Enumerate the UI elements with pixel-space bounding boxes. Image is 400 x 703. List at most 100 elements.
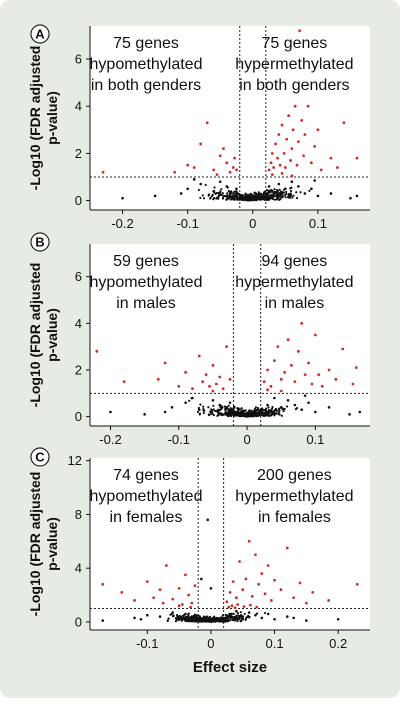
data-point: [289, 187, 292, 190]
data-point: [229, 192, 233, 195]
data-point: [196, 410, 200, 414]
data-point-significant: [267, 168, 271, 172]
data-point-significant: [101, 170, 105, 174]
data-point: [257, 191, 261, 194]
x-tick-label: 0: [243, 432, 250, 447]
data-point: [254, 406, 258, 409]
data-point: [289, 189, 293, 193]
data-point-significant: [228, 170, 232, 174]
data-point-not-significant: [235, 609, 238, 613]
data-point: [220, 188, 223, 191]
data-point: [167, 617, 170, 620]
data-point: [206, 619, 209, 622]
data-point: [174, 617, 177, 620]
data-point-significant: [187, 593, 191, 597]
data-point-significant: [156, 377, 160, 381]
annotation-text: in males: [116, 295, 176, 312]
data-point: [242, 618, 245, 621]
data-point: [220, 413, 223, 417]
data-point-not-significant: [279, 406, 283, 409]
annotation-text: 74 genes: [113, 467, 179, 484]
data-point-significant: [233, 606, 237, 610]
data-point: [237, 411, 241, 414]
data-point-significant: [257, 582, 261, 586]
data-point-significant: [311, 590, 315, 594]
data-point-significant: [313, 144, 317, 148]
data-point: [259, 413, 262, 417]
data-point-not-significant: [303, 394, 307, 397]
data-point: [197, 188, 200, 192]
data-point: [265, 192, 268, 195]
data-point-not-significant: [358, 410, 362, 414]
data-point: [244, 618, 247, 621]
y-tick-label: 4: [75, 561, 82, 576]
data-point: [280, 414, 283, 417]
data-point: [289, 193, 292, 196]
data-point: [218, 617, 221, 620]
data-point-not-significant: [203, 619, 206, 622]
data-point: [199, 196, 202, 199]
data-point-not-significant: [211, 399, 215, 402]
data-point-significant: [233, 156, 236, 160]
data-point: [232, 196, 235, 199]
data-point-significant: [354, 366, 358, 370]
data-point: [217, 410, 220, 413]
data-point-significant: [164, 564, 168, 567]
data-point: [208, 615, 212, 618]
data-point: [231, 618, 234, 621]
data-point: [220, 407, 223, 411]
y-tick-label: 4: [75, 316, 82, 331]
data-point-significant: [293, 380, 297, 384]
data-point: [209, 196, 212, 199]
plot-area: [90, 26, 370, 210]
data-point: [263, 412, 266, 415]
data-point: [187, 619, 191, 622]
y-axis-label: -Log10 (FDR adjustedp-value): [27, 472, 60, 617]
data-point-not-significant: [264, 194, 268, 198]
data-point: [235, 617, 238, 620]
data-point-significant: [266, 564, 270, 567]
data-point-significant: [269, 161, 273, 165]
data-point: [242, 412, 245, 415]
panel-label-circle: [30, 24, 50, 44]
data-point-significant: [286, 338, 290, 342]
data-point: [237, 409, 240, 412]
data-point-not-significant: [192, 178, 196, 181]
data-point-significant: [221, 387, 225, 391]
data-point: [207, 617, 211, 620]
data-point-significant: [208, 384, 211, 388]
data-point: [233, 414, 237, 417]
data-point: [203, 409, 206, 412]
annotation-text: 75 genes: [113, 35, 179, 52]
data-point: [210, 412, 213, 416]
data-point-significant: [285, 546, 289, 550]
data-point-not-significant: [179, 192, 183, 195]
data-point: [271, 410, 274, 413]
data-point: [227, 190, 230, 193]
data-point-not-significant: [259, 408, 263, 411]
data-point-not-significant: [218, 180, 222, 183]
data-point-significant: [300, 321, 304, 325]
data-point-significant: [218, 154, 222, 158]
data-point-significant: [263, 592, 267, 596]
data-point: [262, 198, 265, 201]
data-point-not-significant: [184, 612, 187, 616]
data-point: [245, 412, 248, 415]
data-point: [224, 194, 227, 198]
data-point-significant: [192, 166, 196, 169]
data-point: [276, 195, 279, 198]
data-point: [212, 408, 215, 411]
data-point: [294, 408, 298, 411]
data-point-significant: [342, 121, 346, 125]
data-point: [273, 188, 276, 191]
data-point-significant: [303, 133, 307, 136]
data-point-significant: [269, 599, 273, 602]
data-point-not-significant: [225, 406, 228, 409]
data-point: [226, 614, 229, 618]
data-point: [235, 193, 238, 196]
data-point-not-significant: [143, 413, 146, 416]
data-point: [265, 407, 268, 410]
data-point: [209, 410, 212, 413]
data-point-not-significant: [206, 518, 210, 522]
data-point: [237, 614, 240, 618]
